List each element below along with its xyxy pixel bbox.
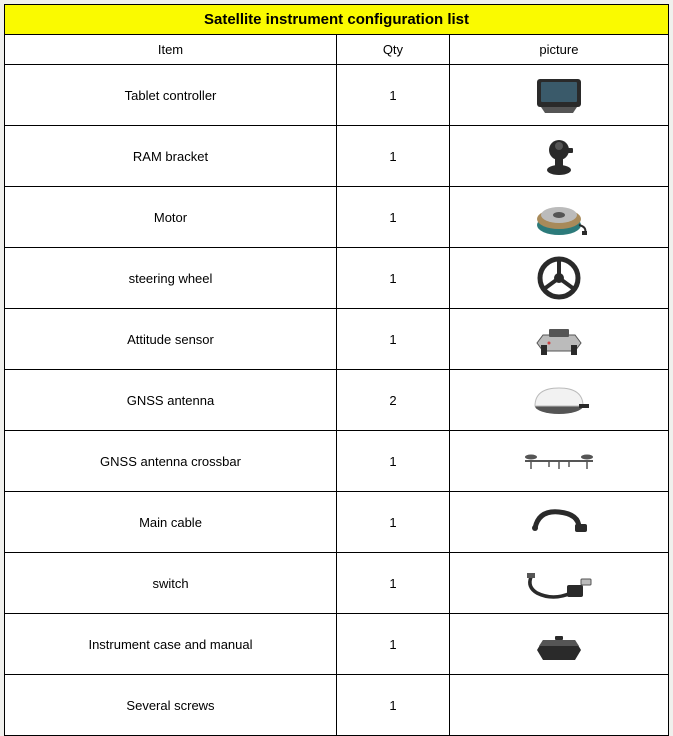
cell-item: Motor — [5, 187, 337, 248]
main-cable-icon — [450, 498, 668, 546]
cell-picture — [449, 65, 668, 126]
cell-qty: 1 — [337, 187, 450, 248]
cell-picture — [449, 126, 668, 187]
cell-qty: 1 — [337, 248, 450, 309]
table-row: Several screws1 — [5, 675, 669, 736]
case-icon — [450, 620, 668, 668]
table-row: Main cable1 — [5, 492, 669, 553]
tablet-icon — [450, 71, 668, 119]
cell-qty: 1 — [337, 614, 450, 675]
cell-item: Main cable — [5, 492, 337, 553]
blank-icon — [450, 681, 668, 729]
cell-item: Tablet controller — [5, 65, 337, 126]
cell-item: Instrument case and manual — [5, 614, 337, 675]
cell-picture — [449, 553, 668, 614]
cell-picture — [449, 675, 668, 736]
cell-qty: 1 — [337, 309, 450, 370]
cell-item: steering wheel — [5, 248, 337, 309]
cell-picture — [449, 431, 668, 492]
cell-picture — [449, 370, 668, 431]
cell-qty: 1 — [337, 65, 450, 126]
cell-qty: 1 — [337, 126, 450, 187]
cell-picture — [449, 187, 668, 248]
table-row: steering wheel1 — [5, 248, 669, 309]
cell-qty: 1 — [337, 675, 450, 736]
cell-item: Attitude sensor — [5, 309, 337, 370]
table-row: Tablet controller1 — [5, 65, 669, 126]
table-row: Attitude sensor1 — [5, 309, 669, 370]
config-table: Satellite instrument configuration list … — [4, 4, 669, 736]
table-row: Motor1 — [5, 187, 669, 248]
cell-item: Several screws — [5, 675, 337, 736]
cell-item: RAM bracket — [5, 126, 337, 187]
motor-icon — [450, 193, 668, 241]
cell-qty: 1 — [337, 492, 450, 553]
table-row: Instrument case and manual1 — [5, 614, 669, 675]
cell-qty: 1 — [337, 553, 450, 614]
cell-picture — [449, 248, 668, 309]
switch-icon — [450, 559, 668, 607]
table-row: RAM bracket1 — [5, 126, 669, 187]
cell-picture — [449, 614, 668, 675]
cell-qty: 1 — [337, 431, 450, 492]
table-row: switch1 — [5, 553, 669, 614]
col-header-pic: picture — [449, 35, 668, 65]
col-header-item: Item — [5, 35, 337, 65]
cell-picture — [449, 492, 668, 553]
table-row: GNSS antenna2 — [5, 370, 669, 431]
cell-qty: 2 — [337, 370, 450, 431]
gnss-antenna-icon — [450, 376, 668, 424]
col-header-qty: Qty — [337, 35, 450, 65]
ram-bracket-icon — [450, 132, 668, 180]
cell-picture — [449, 309, 668, 370]
cell-item: GNSS antenna — [5, 370, 337, 431]
table-row: GNSS antenna crossbar1 — [5, 431, 669, 492]
attitude-sensor-icon — [450, 315, 668, 363]
table-title: Satellite instrument configuration list — [5, 5, 669, 35]
crossbar-icon — [450, 437, 668, 485]
steering-wheel-icon — [450, 254, 668, 302]
cell-item: switch — [5, 553, 337, 614]
cell-item: GNSS antenna crossbar — [5, 431, 337, 492]
